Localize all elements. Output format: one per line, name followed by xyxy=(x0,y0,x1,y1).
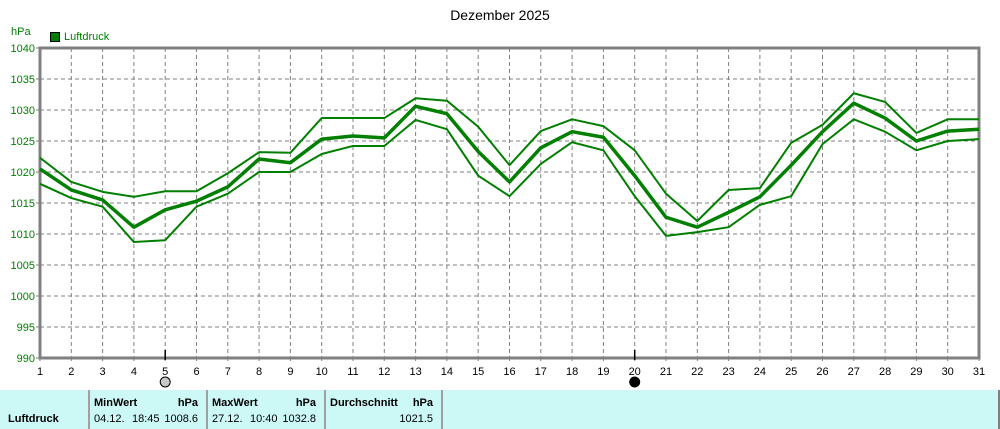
x-tick-label: 30 xyxy=(942,366,954,378)
chart-title: Dezember 2025 xyxy=(450,7,550,23)
x-tick-label: 23 xyxy=(722,366,734,378)
avg-unit: hPa xyxy=(412,397,433,409)
new-moon-icon xyxy=(629,376,641,388)
max-cell: MaxWert hPa 27.12. 10:40 1032.8 xyxy=(208,390,326,429)
max-header: MaxWert xyxy=(212,397,258,409)
pressure-chart: 9909951000100510101015102010251030103510… xyxy=(11,43,985,388)
series-line-min xyxy=(39,118,980,244)
max-unit: hPa xyxy=(295,397,316,409)
full-moon-icon xyxy=(159,376,171,388)
y-tick-label: 995 xyxy=(17,322,35,334)
x-tick-label: 7 xyxy=(225,366,231,378)
min-unit: hPa xyxy=(177,397,198,409)
legend: Luftdruck xyxy=(50,31,109,43)
x-tick-label: 19 xyxy=(597,366,609,378)
x-tick-label: 25 xyxy=(785,366,797,378)
stats-footer: Luftdruck MinWert hPa 04.12. 18:45 1008.… xyxy=(0,390,1000,429)
y-tick-label: 1010 xyxy=(11,229,35,241)
x-tick-label: 1 xyxy=(37,366,43,378)
x-tick-label: 24 xyxy=(754,366,766,378)
plot-frame xyxy=(38,46,981,360)
min-value: 1008.6 xyxy=(164,413,198,425)
x-tick-label: 16 xyxy=(503,366,515,378)
x-tick-label: 20 xyxy=(629,366,641,378)
y-tick-label: 1040 xyxy=(11,43,35,55)
x-tick-label: 12 xyxy=(378,366,390,378)
x-tick-label: 18 xyxy=(566,366,578,378)
max-date: 27.12. xyxy=(212,413,243,425)
footer-row-label-cell: Luftdruck xyxy=(0,390,90,429)
y-tick-label: 1035 xyxy=(11,74,35,86)
min-header: MinWert xyxy=(94,397,138,409)
x-tick-label: 26 xyxy=(816,366,828,378)
x-tick-label: 29 xyxy=(910,366,922,378)
x-tick-label: 21 xyxy=(660,366,672,378)
x-tick-label: 10 xyxy=(316,366,328,378)
max-time: 10:40 xyxy=(250,413,278,425)
y-tick-label: 1005 xyxy=(11,260,35,272)
y-tick-label: 1000 xyxy=(11,291,35,303)
y-tick-label: 1030 xyxy=(11,105,35,117)
y-tick-label: 1015 xyxy=(11,198,35,210)
x-tick-label: 11 xyxy=(347,366,358,378)
y-tick-label: 1020 xyxy=(11,167,35,179)
x-tick-label: 9 xyxy=(287,366,293,378)
legend-swatch xyxy=(50,32,60,42)
min-date: 04.12. xyxy=(94,413,125,425)
avg-cell: Durchschnitt hPa 1021.5 xyxy=(326,390,443,429)
avg-header: Durchschnitt xyxy=(330,397,398,409)
legend-label: Luftdruck xyxy=(64,31,110,43)
x-tick-label: 27 xyxy=(848,366,860,378)
x-tick-label: 17 xyxy=(535,366,547,378)
max-value: 1032.8 xyxy=(282,413,316,425)
x-tick-label: 28 xyxy=(879,366,891,378)
x-tick-label: 3 xyxy=(100,366,106,378)
avg-value: 1021.5 xyxy=(399,413,433,425)
x-tick-label: 2 xyxy=(68,366,74,378)
min-cell: MinWert hPa 04.12. 18:45 1008.6 xyxy=(90,390,208,429)
y-axis-unit: hPa xyxy=(11,26,31,38)
x-tick-label: 14 xyxy=(441,366,453,378)
y-tick-label: 1025 xyxy=(11,136,35,148)
series-line-avg xyxy=(39,101,980,229)
x-tick-label: 22 xyxy=(691,366,703,378)
y-tick-label: 990 xyxy=(17,353,35,365)
min-time: 18:45 xyxy=(132,413,160,425)
footer-row-label: Luftdruck xyxy=(8,413,59,425)
series-line-max xyxy=(39,92,979,222)
x-tick-label: 31 xyxy=(973,366,985,378)
x-tick-label: 8 xyxy=(256,366,262,378)
x-tick-label: 6 xyxy=(193,366,199,378)
x-tick-label: 15 xyxy=(472,366,484,378)
x-tick-label: 13 xyxy=(409,366,421,378)
footer-empty-cell xyxy=(443,390,1000,429)
x-tick-label: 5 xyxy=(162,366,168,378)
x-tick-label: 4 xyxy=(131,366,137,378)
